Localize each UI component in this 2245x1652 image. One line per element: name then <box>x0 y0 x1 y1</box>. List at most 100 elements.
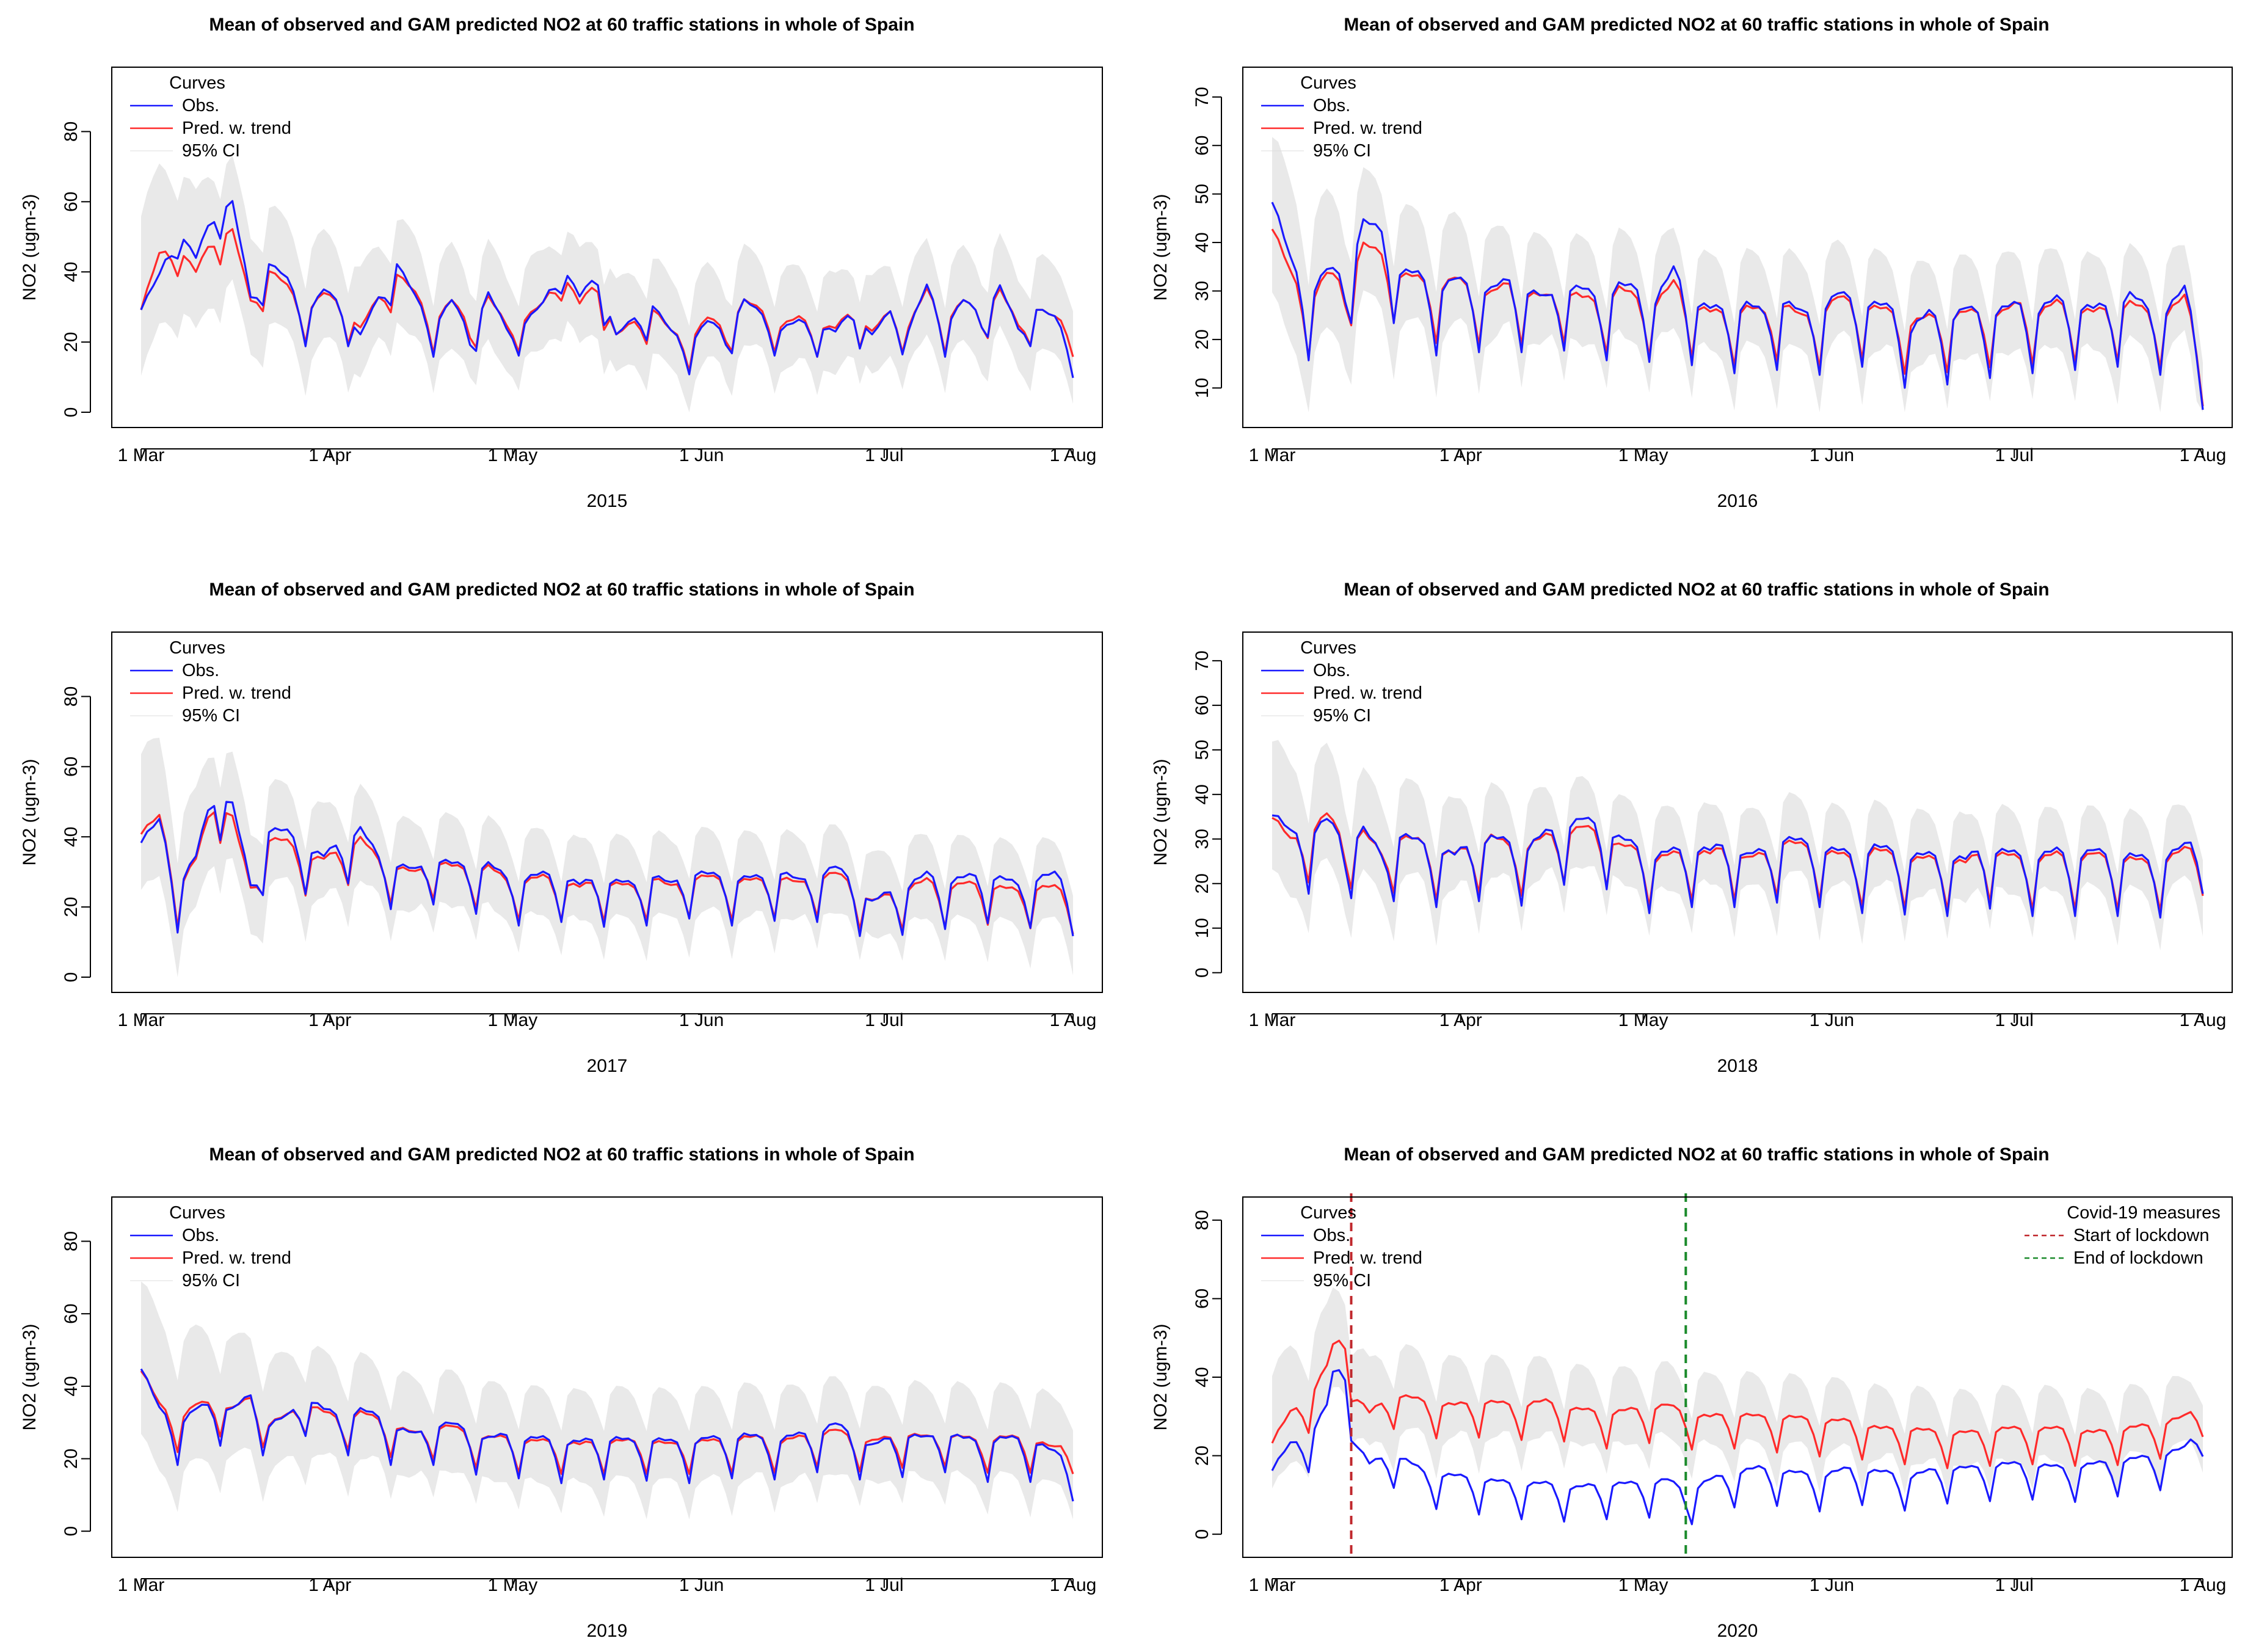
obs-line <box>1272 814 2204 919</box>
ci-band <box>1272 740 2203 951</box>
legend-item: 95% CI <box>1313 141 1371 161</box>
legend-item: 95% CI <box>182 1271 240 1290</box>
x-tick-label: 1 Aug <box>1050 1575 1097 1595</box>
y-axis-label: NO2 (ugm-3) <box>1151 1323 1171 1430</box>
legend2-title: Covid-19 measures <box>2067 1203 2220 1223</box>
y-axis-label: NO2 (ugm-3) <box>1151 759 1171 865</box>
chart-title: Mean of observed and GAM predicted NO2 a… <box>209 15 914 35</box>
legend-item: Obs. <box>1313 661 1350 680</box>
x-tick-label: 1 May <box>488 1575 538 1595</box>
x-axis-label: 2017 <box>587 1056 628 1076</box>
x-tick-label: 1 Jun <box>679 1575 724 1595</box>
x-tick-label: 1 Apr <box>308 1010 351 1030</box>
x-tick-label: 1 Apr <box>308 445 351 465</box>
plot-frame <box>111 631 1103 993</box>
y-tick-label: 20 <box>1192 873 1212 893</box>
y-tick-label: 0 <box>1192 967 1212 978</box>
y-tick-label: 30 <box>1192 829 1212 849</box>
x-axis-label: 2020 <box>1717 1621 1758 1641</box>
x-tick-label: 1 Aug <box>1050 445 1097 465</box>
y-tick-label: 20 <box>61 332 81 352</box>
legend-title: Curves <box>1300 1203 1356 1223</box>
chart-title: Mean of observed and GAM predicted NO2 a… <box>1344 15 2049 35</box>
x-tick-label: 1 Jun <box>679 1010 724 1030</box>
x-tick-label: 1 Jun <box>1810 445 1854 465</box>
legend-title: Curves <box>169 638 225 658</box>
y-tick-label: 20 <box>1192 1446 1212 1466</box>
obs-line <box>140 200 1074 379</box>
y-tick-label: 40 <box>61 827 81 847</box>
x-tick-label: 1 Mar <box>1249 1575 1296 1595</box>
x-tick-label: 1 Jul <box>1995 1010 2034 1030</box>
y-tick-label: 0 <box>61 407 81 418</box>
ci-band <box>1272 137 2203 413</box>
obs-line <box>1271 202 2204 410</box>
y-tick-label: 60 <box>1192 695 1212 715</box>
legend-item: Pred. w. trend <box>182 118 291 138</box>
legend-title: Curves <box>169 73 225 93</box>
legend2-item: Start of lockdown <box>2073 1226 2209 1245</box>
x-tick-label: 1 Aug <box>2180 1575 2227 1595</box>
chart-title: Mean of observed and GAM predicted NO2 a… <box>1344 1144 2049 1165</box>
y-tick-label: 60 <box>61 1303 81 1323</box>
legend-title: Curves <box>1300 638 1356 658</box>
y-tick-label: 40 <box>1192 232 1212 252</box>
y-tick-label: 10 <box>1192 378 1212 398</box>
x-tick-label: 1 Apr <box>308 1575 351 1595</box>
pred-line <box>1271 1339 2204 1469</box>
plot-frame <box>1242 631 2233 993</box>
y-tick-label: 50 <box>1192 740 1212 760</box>
x-tick-label: 1 Jun <box>1810 1010 1854 1030</box>
x-tick-label: 1 Mar <box>1249 445 1296 465</box>
plot-frame <box>1242 1196 2233 1558</box>
y-tick-label: 0 <box>61 972 81 983</box>
y-tick-label: 60 <box>1192 1289 1212 1309</box>
legend-item: Pred. w. trend <box>182 1248 291 1268</box>
panel-2016: Mean of observed and GAM predicted NO2 a… <box>1151 15 2233 511</box>
x-tick-label: 1 May <box>1618 445 1668 465</box>
x-tick-label: 1 May <box>488 1010 538 1030</box>
plot-frame <box>111 67 1103 428</box>
y-tick-label: 10 <box>1192 918 1212 938</box>
legend-title: Curves <box>1300 73 1356 93</box>
x-tick-label: 1 Mar <box>118 1575 165 1595</box>
y-axis-label: NO2 (ugm-3) <box>20 1323 40 1430</box>
x-tick-label: 1 Aug <box>2180 445 2227 465</box>
x-tick-label: 1 Mar <box>118 1010 165 1030</box>
x-tick-label: 1 May <box>1618 1575 1668 1595</box>
legend-item: Pred. w. trend <box>1313 683 1422 703</box>
legend-item: 95% CI <box>1313 1271 1371 1290</box>
x-tick-label: 1 Jun <box>679 445 724 465</box>
legend-item: Pred. w. trend <box>1313 118 1422 138</box>
ci-band <box>141 1281 1073 1519</box>
legend2-item: End of lockdown <box>2073 1248 2203 1268</box>
legend-item: 95% CI <box>182 706 240 726</box>
x-tick-label: 1 Aug <box>2180 1010 2227 1030</box>
x-tick-label: 1 Jul <box>865 445 903 465</box>
plot-frame <box>111 1196 1103 1558</box>
y-tick-label: 60 <box>61 757 81 777</box>
y-tick-label: 20 <box>1192 329 1212 349</box>
y-axis-label: NO2 (ugm-3) <box>1151 194 1171 300</box>
panel-2020: Mean of observed and GAM predicted NO2 a… <box>1151 1144 2233 1641</box>
y-tick-label: 30 <box>1192 281 1212 301</box>
y-tick-label: 60 <box>61 192 81 212</box>
y-tick-label: 40 <box>61 1376 81 1396</box>
legend-item: Pred. w. trend <box>182 683 291 703</box>
x-tick-label: 1 Aug <box>1050 1010 1097 1030</box>
ci-band <box>1272 1287 2203 1497</box>
y-tick-label: 70 <box>1192 650 1212 671</box>
legend-item: 95% CI <box>1313 706 1371 726</box>
y-tick-label: 40 <box>61 262 81 282</box>
y-tick-label: 0 <box>1192 1529 1212 1540</box>
legend-item: 95% CI <box>182 141 240 161</box>
plot-frame <box>1242 67 2233 428</box>
x-tick-label: 1 Apr <box>1439 1575 1482 1595</box>
chart-title: Mean of observed and GAM predicted NO2 a… <box>209 1144 914 1165</box>
legend-item: Obs. <box>182 1226 219 1245</box>
x-axis-label: 2016 <box>1717 491 1758 511</box>
x-axis-label: 2015 <box>587 491 628 511</box>
y-tick-label: 70 <box>1192 87 1212 107</box>
x-tick-label: 1 Mar <box>1249 1010 1296 1030</box>
